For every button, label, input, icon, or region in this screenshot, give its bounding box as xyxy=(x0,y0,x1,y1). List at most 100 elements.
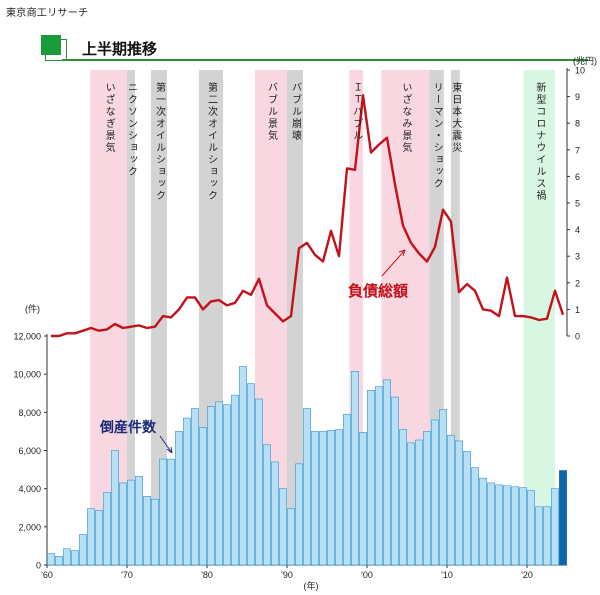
bar xyxy=(159,458,167,566)
line-path xyxy=(51,94,565,338)
bar xyxy=(351,371,359,566)
right-tick-label: 3 xyxy=(575,252,580,262)
period-band-label: リーマン・ショック xyxy=(431,82,442,190)
chart-labels: いざなぎ景気 ニクソンショック 第一次オイルショック 第二次オイルショック バブル景気バ… xyxy=(13,56,597,591)
title-marker xyxy=(41,35,61,55)
x-tick-label: '10 xyxy=(441,570,453,580)
bar xyxy=(439,409,447,566)
bar xyxy=(151,498,159,566)
bar xyxy=(263,444,271,566)
bar xyxy=(335,429,343,566)
bar xyxy=(487,482,495,566)
bar xyxy=(199,427,207,566)
bar xyxy=(255,398,263,566)
bar xyxy=(367,390,375,566)
bar xyxy=(359,432,367,566)
bar xyxy=(559,470,567,566)
bar xyxy=(55,556,63,566)
left-tick-label: 2,000 xyxy=(18,522,41,532)
left-tick-label: 6,000 xyxy=(18,446,41,456)
bar-series xyxy=(47,366,567,566)
x-tick-label: '00 xyxy=(361,570,373,580)
left-tick-label: 10,000 xyxy=(13,370,41,380)
bar xyxy=(271,461,279,566)
bar xyxy=(551,488,559,566)
bar xyxy=(415,439,423,566)
bar xyxy=(103,492,111,566)
right-tick-label: 10 xyxy=(575,66,585,76)
bar xyxy=(223,404,231,566)
bar xyxy=(343,413,351,566)
bar xyxy=(455,440,463,566)
right-axis-unit: (兆円) xyxy=(573,56,597,66)
bar xyxy=(391,396,399,566)
title-rule xyxy=(62,59,588,61)
period-band-label: 新型コロナウイルス禍 xyxy=(534,81,546,202)
bar xyxy=(183,417,191,566)
bar xyxy=(143,495,151,566)
bar xyxy=(479,477,487,566)
bar xyxy=(447,434,455,566)
left-tick-label: 8,000 xyxy=(18,408,41,418)
bar xyxy=(207,406,215,566)
line-series-label: 負債総額 xyxy=(348,282,408,300)
page-title: 上半期推移 xyxy=(82,41,158,58)
bar xyxy=(527,490,535,566)
right-tick-label: 8 xyxy=(575,119,580,129)
bar xyxy=(383,379,391,566)
bar xyxy=(503,485,511,566)
bar xyxy=(327,430,335,566)
bar xyxy=(495,484,503,566)
period-band xyxy=(127,70,135,565)
bar xyxy=(535,506,543,566)
right-tick-label: 2 xyxy=(575,278,580,288)
bar xyxy=(175,431,183,566)
right-tick-label: 1 xyxy=(575,305,580,315)
period-band-label: 東日本大震災 xyxy=(450,81,462,154)
right-tick-label: 6 xyxy=(575,172,580,182)
bar-series-label: 倒産件数 xyxy=(99,419,157,435)
period-band xyxy=(451,70,460,565)
right-tick-label: 9 xyxy=(575,92,580,102)
left-tick-label: 12,000 xyxy=(13,332,41,342)
x-tick-label: '20 xyxy=(521,570,533,580)
bar xyxy=(431,419,439,566)
x-tick-label: '70 xyxy=(121,570,133,580)
line-label-arrow xyxy=(381,249,406,277)
x-tick-label: '90 xyxy=(281,570,293,580)
bar xyxy=(399,429,407,566)
x-tick-label: '60 xyxy=(41,570,53,580)
bar xyxy=(511,486,519,566)
bar xyxy=(111,450,119,566)
bar xyxy=(279,488,287,566)
bar xyxy=(287,508,295,566)
brand-name: 東京商工リサーチ xyxy=(6,8,89,19)
x-tick-label: '80 xyxy=(201,570,213,580)
right-tick-label: 0 xyxy=(575,332,580,342)
period-band xyxy=(287,70,303,565)
bar xyxy=(127,479,135,566)
period-band-label: 第二次オイルショック xyxy=(206,81,218,202)
x-axis-unit: (年) xyxy=(304,580,319,591)
bar xyxy=(191,408,199,566)
period-band-label: バブル景気 xyxy=(266,82,278,142)
bar xyxy=(543,506,551,566)
period-band-label: いざなみ景気 xyxy=(400,82,412,154)
right-tick-label: 5 xyxy=(575,199,580,209)
line-label-arrowhead xyxy=(398,249,406,257)
period-band-label: ニクソンショック xyxy=(126,82,137,178)
bar xyxy=(215,401,223,566)
period-band xyxy=(90,70,127,565)
bar xyxy=(519,487,527,566)
bar xyxy=(463,451,471,566)
bar xyxy=(63,548,71,566)
bar xyxy=(247,383,255,566)
bar xyxy=(303,408,311,566)
bar xyxy=(231,394,239,566)
bar-label-arrow xyxy=(159,435,173,454)
left-tick-label: 0 xyxy=(36,561,41,571)
bar xyxy=(407,442,415,566)
bar xyxy=(239,366,247,566)
left-tick-label: 4,000 xyxy=(18,484,41,494)
